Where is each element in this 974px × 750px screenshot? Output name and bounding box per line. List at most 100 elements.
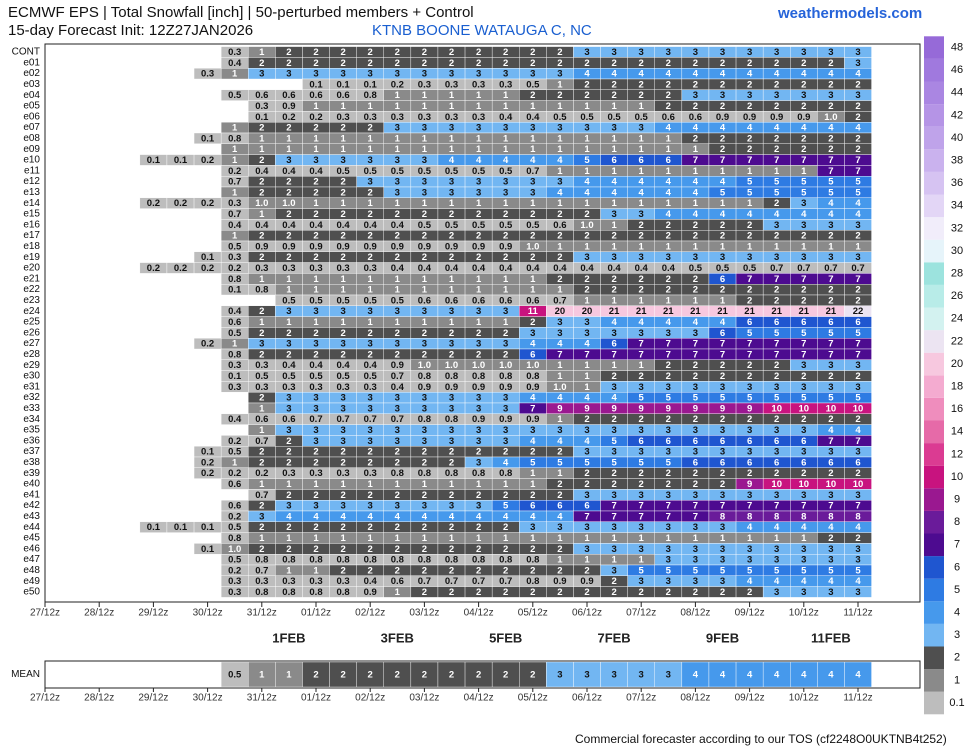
cell-label: 3 bbox=[368, 306, 373, 317]
cell-label: 0.9 bbox=[472, 241, 485, 252]
cell bbox=[383, 661, 412, 688]
cell-label: 1.0 bbox=[228, 544, 241, 555]
cell-label: 3 bbox=[557, 69, 562, 80]
cell-label: 2 bbox=[530, 544, 535, 555]
cell-label: 2 bbox=[774, 371, 779, 382]
cell-label: 7 bbox=[584, 349, 589, 360]
cell-label: 7 bbox=[774, 349, 779, 360]
x-tick-label: 01/12z bbox=[301, 608, 331, 619]
row-label: e40 bbox=[23, 479, 40, 490]
cell-label: 1 bbox=[503, 144, 509, 155]
cell-label: 0.5 bbox=[418, 166, 432, 177]
cell-label: 3 bbox=[530, 522, 535, 533]
cell-label: 2 bbox=[313, 328, 318, 339]
cell-label: 4 bbox=[666, 123, 672, 134]
cell-label: 1 bbox=[747, 198, 753, 209]
cell-label: 1 bbox=[286, 274, 292, 285]
cell-label: 0.2 bbox=[147, 263, 160, 274]
cell-label: 0.3 bbox=[391, 112, 404, 123]
cell-label: 2 bbox=[340, 252, 345, 263]
cell-label: 0.6 bbox=[472, 295, 485, 306]
cell-label: 0.8 bbox=[526, 371, 539, 382]
cell-label: 1 bbox=[557, 101, 563, 112]
cell-label: 7 bbox=[666, 501, 671, 512]
cell-label: 3 bbox=[801, 90, 806, 101]
cell-label: 2 bbox=[611, 576, 616, 587]
cell-label: 2 bbox=[259, 306, 264, 317]
cell-label: 1.0 bbox=[445, 360, 458, 371]
cell-label: 2 bbox=[801, 231, 806, 242]
cell-label: 5 bbox=[503, 501, 509, 512]
x-tick-label: 10/12z bbox=[789, 693, 819, 704]
colorbar-label: 7 bbox=[954, 539, 960, 551]
cell-label: 0.3 bbox=[309, 576, 322, 587]
x-tick-label: 07/12z bbox=[626, 693, 656, 704]
cell-label: 0.7 bbox=[418, 576, 431, 587]
cell-label: 2 bbox=[639, 414, 644, 425]
colorbar-label: 18 bbox=[951, 381, 963, 393]
cell-label: 2 bbox=[368, 231, 373, 242]
cell-label: 3 bbox=[530, 69, 535, 80]
cell-label: 2 bbox=[259, 328, 264, 339]
cell-label: 0.2 bbox=[309, 112, 322, 123]
cell-label: 1 bbox=[395, 533, 401, 544]
cell-label: 1 bbox=[286, 533, 292, 544]
cell-label: 2 bbox=[368, 565, 373, 576]
x-tick-label: 04/12z bbox=[464, 693, 494, 704]
x-tick-label: 08/12z bbox=[680, 693, 710, 704]
cell-label: 1 bbox=[422, 533, 428, 544]
cell-label: 0.3 bbox=[364, 382, 377, 393]
row-label: e35 bbox=[23, 425, 40, 436]
cell-label: 3 bbox=[422, 187, 427, 198]
colorbar-segment bbox=[924, 217, 944, 240]
cell-label: 3 bbox=[503, 69, 508, 80]
cell-label: 1 bbox=[530, 133, 536, 144]
cell-label: 2 bbox=[666, 468, 671, 479]
cell-label: 2 bbox=[774, 101, 779, 112]
x-tick-label: 01/12z bbox=[301, 693, 331, 704]
cell-label: 0.5 bbox=[689, 263, 703, 274]
cell-label: 3 bbox=[693, 47, 698, 58]
cell-label: 2 bbox=[476, 587, 481, 598]
cell-label: 0.3 bbox=[445, 79, 458, 90]
cell-label: 7 bbox=[855, 501, 860, 512]
cell-label: 1 bbox=[368, 101, 374, 112]
cell-label: 3 bbox=[720, 490, 725, 501]
cell-label: 0.8 bbox=[445, 371, 458, 382]
cell-label: 9 bbox=[747, 479, 752, 490]
cell-label: 2 bbox=[611, 285, 616, 296]
cell-label: 0.8 bbox=[255, 587, 268, 598]
cell-label: 10 bbox=[771, 403, 782, 414]
cell-label: 1 bbox=[720, 533, 726, 544]
cell-label: 3 bbox=[774, 555, 779, 566]
cell-label: 6 bbox=[801, 457, 806, 468]
cell-label: 2 bbox=[340, 123, 345, 134]
cell-label: 2 bbox=[611, 479, 616, 490]
cell-label: 1 bbox=[530, 274, 536, 285]
cell-label: 2 bbox=[422, 522, 427, 533]
cells: 0.3 1 2 2 2 2 2 2 2 2 2 2 2 3 3 3 3 3 3 3 3 3 3 30.4 2 2 2 2 2 2 2 2 2 2 2… bbox=[139, 46, 872, 688]
cell-label: 7 bbox=[801, 155, 806, 166]
cell-label: 2 bbox=[395, 670, 400, 681]
cell-label: 2 bbox=[720, 220, 725, 231]
cell-label: 3 bbox=[584, 252, 589, 263]
cell-label: 0.8 bbox=[499, 371, 512, 382]
cell-label: 1 bbox=[286, 565, 292, 576]
cell-label: 0.2 bbox=[228, 511, 241, 522]
cell-label: 4 bbox=[828, 670, 834, 681]
cell-label: 0.8 bbox=[445, 555, 458, 566]
cell-label: 3 bbox=[720, 544, 725, 555]
cell-label: 4 bbox=[801, 522, 807, 533]
cell-label: 3 bbox=[828, 587, 833, 598]
cell-label: 5 bbox=[557, 457, 563, 468]
cell-label: 0.3 bbox=[201, 69, 214, 80]
cell-label: 1 bbox=[584, 144, 590, 155]
cell-label: 1 bbox=[476, 90, 482, 101]
cell-label: 2 bbox=[666, 101, 671, 112]
cell-label: 2 bbox=[747, 133, 752, 144]
cell-label: 21 bbox=[744, 306, 755, 317]
cell-label: 2 bbox=[855, 79, 860, 90]
cell-label: 3 bbox=[422, 69, 427, 80]
cell-label: 0.8 bbox=[336, 555, 349, 566]
cell-label: 2 bbox=[801, 285, 806, 296]
